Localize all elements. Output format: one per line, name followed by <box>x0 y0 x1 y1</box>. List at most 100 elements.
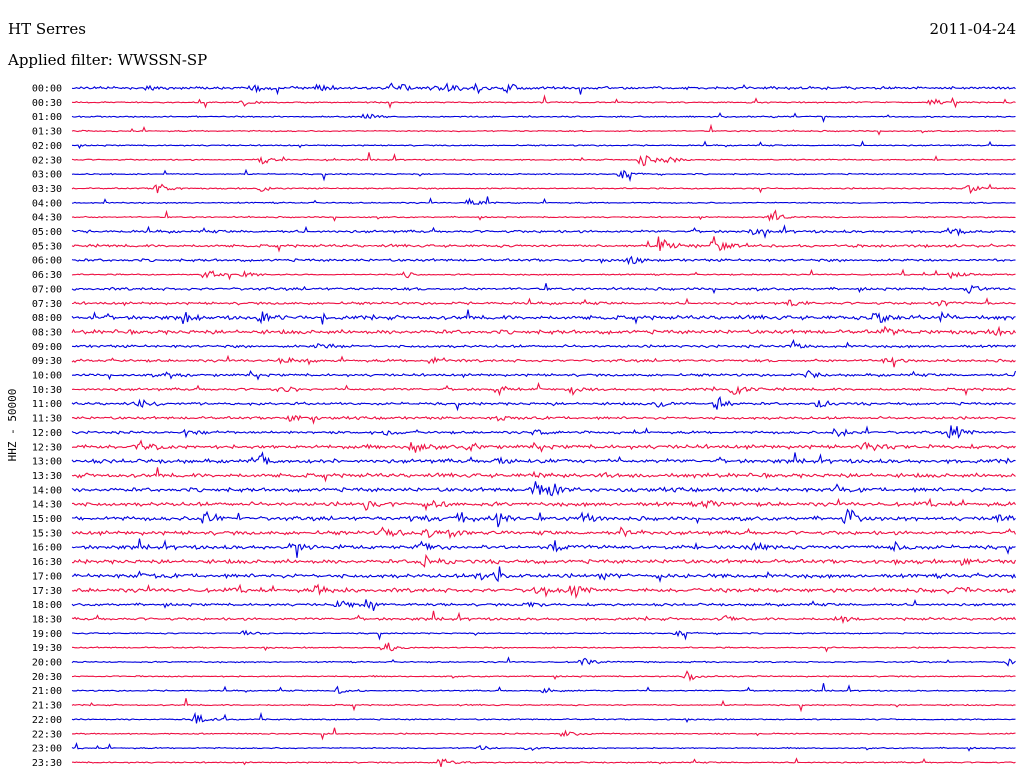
trace-0700 <box>71 283 1016 295</box>
trace-1500 <box>71 508 1016 528</box>
trace-1800 <box>71 599 1016 611</box>
time-label-1430: 14:30 <box>32 500 62 511</box>
time-label-1800: 18:00 <box>32 600 62 611</box>
trace-1100 <box>71 396 1016 412</box>
time-label-2000: 20:00 <box>32 658 62 669</box>
time-label-0230: 02:30 <box>32 155 62 166</box>
trace-2230 <box>71 727 1016 741</box>
time-label-0200: 02:00 <box>32 141 62 152</box>
trace-2200 <box>71 711 1016 724</box>
time-label-1200: 12:00 <box>32 428 62 439</box>
time-label-1400: 14:00 <box>32 485 62 496</box>
time-label-0300: 03:00 <box>32 170 62 181</box>
time-label-0030: 00:30 <box>32 98 62 109</box>
time-label-1600: 16:00 <box>32 543 62 554</box>
time-label-0000: 00:00 <box>32 84 62 95</box>
time-label-2130: 21:30 <box>32 701 62 712</box>
trace-1200 <box>71 425 1016 439</box>
time-label-0700: 07:00 <box>32 284 62 295</box>
time-label-0900: 09:00 <box>32 342 62 353</box>
trace-1600 <box>71 538 1016 558</box>
trace-1530 <box>71 526 1016 540</box>
time-label-2330: 23:30 <box>32 758 62 769</box>
trace-1830 <box>71 610 1016 625</box>
time-label-1100: 11:00 <box>32 399 62 410</box>
trace-1700 <box>71 566 1016 584</box>
trace-2300 <box>71 742 1016 752</box>
time-label-0630: 06:30 <box>32 270 62 281</box>
channel-axis-label: HHZ - 50000 <box>6 389 19 462</box>
time-label-1530: 15:30 <box>32 528 62 539</box>
time-label-0800: 08:00 <box>32 313 62 324</box>
trace-2330 <box>72 757 1016 768</box>
trace-0730 <box>71 297 1016 307</box>
trace-0130 <box>71 123 1016 136</box>
time-label-0100: 01:00 <box>32 112 62 123</box>
trace-0800 <box>71 309 1016 325</box>
time-label-1030: 10:30 <box>32 385 62 396</box>
trace-1430 <box>71 497 1016 512</box>
time-label-1500: 15:00 <box>32 514 62 525</box>
trace-group <box>71 82 1017 768</box>
trace-0230 <box>71 152 1016 167</box>
time-label-0400: 04:00 <box>32 198 62 209</box>
trace-1130 <box>71 414 1016 425</box>
trace-0400 <box>71 196 1016 206</box>
trace-1630 <box>71 553 1017 568</box>
trace-0600 <box>71 255 1016 266</box>
trace-1030 <box>71 381 1016 397</box>
time-label-1300: 13:00 <box>32 457 62 468</box>
time-label-0930: 09:30 <box>32 356 62 367</box>
trace-2130 <box>71 698 1016 713</box>
trace-1330 <box>71 467 1016 483</box>
trace-0100 <box>71 112 1016 124</box>
time-label-2200: 22:00 <box>32 715 62 726</box>
time-label-1230: 12:30 <box>32 442 62 453</box>
time-label-0830: 08:30 <box>32 327 62 338</box>
time-label-1000: 10:00 <box>32 371 62 382</box>
trace-0330 <box>71 183 1016 195</box>
date-label: 2011-04-24 <box>929 20 1016 38</box>
time-label-2100: 21:00 <box>32 686 62 697</box>
time-label-1700: 17:00 <box>32 571 62 582</box>
station-title: HT Serres <box>8 20 86 38</box>
time-label-1830: 18:30 <box>32 614 62 625</box>
trace-0530 <box>71 236 1016 253</box>
time-label-0730: 07:30 <box>32 299 62 310</box>
trace-1400 <box>71 481 1016 497</box>
trace-0200 <box>71 140 1016 150</box>
time-label-group: 00:00 00:30 01:00 01:30 02:00 02:30 03:00 03:30… <box>32 84 62 769</box>
trace-0900 <box>71 338 1016 349</box>
time-label-1730: 17:30 <box>32 586 62 597</box>
trace-1900 <box>72 629 1016 641</box>
time-label-0430: 04:30 <box>32 213 62 224</box>
trace-2030 <box>71 670 1016 682</box>
trace-1300 <box>71 451 1016 465</box>
time-label-1930: 19:30 <box>32 643 62 654</box>
time-label-0530: 05:30 <box>32 241 62 252</box>
filter-label: Applied filter: WWSSN-SP <box>8 51 208 69</box>
trace-0930 <box>71 354 1016 368</box>
trace-2100 <box>71 683 1016 694</box>
time-label-2300: 23:00 <box>32 744 62 755</box>
time-label-1330: 13:30 <box>32 471 62 482</box>
trace-1730 <box>71 583 1016 599</box>
trace-1000 <box>71 370 1017 381</box>
trace-0300 <box>71 168 1016 183</box>
time-label-0600: 06:00 <box>32 256 62 267</box>
time-label-1630: 16:30 <box>32 557 62 568</box>
trace-2000 <box>71 656 1016 667</box>
time-label-2230: 22:30 <box>32 729 62 740</box>
time-label-0130: 01:30 <box>32 127 62 138</box>
trace-0030 <box>71 94 1016 110</box>
trace-1930 <box>71 642 1016 653</box>
time-label-2030: 20:30 <box>32 672 62 683</box>
trace-0000 <box>71 82 1016 96</box>
time-label-1900: 19:00 <box>32 629 62 640</box>
trace-0630 <box>71 268 1016 281</box>
time-label-0500: 05:00 <box>32 227 62 238</box>
trace-0830 <box>71 325 1016 337</box>
trace-0430 <box>71 209 1016 222</box>
trace-1230 <box>71 439 1016 453</box>
